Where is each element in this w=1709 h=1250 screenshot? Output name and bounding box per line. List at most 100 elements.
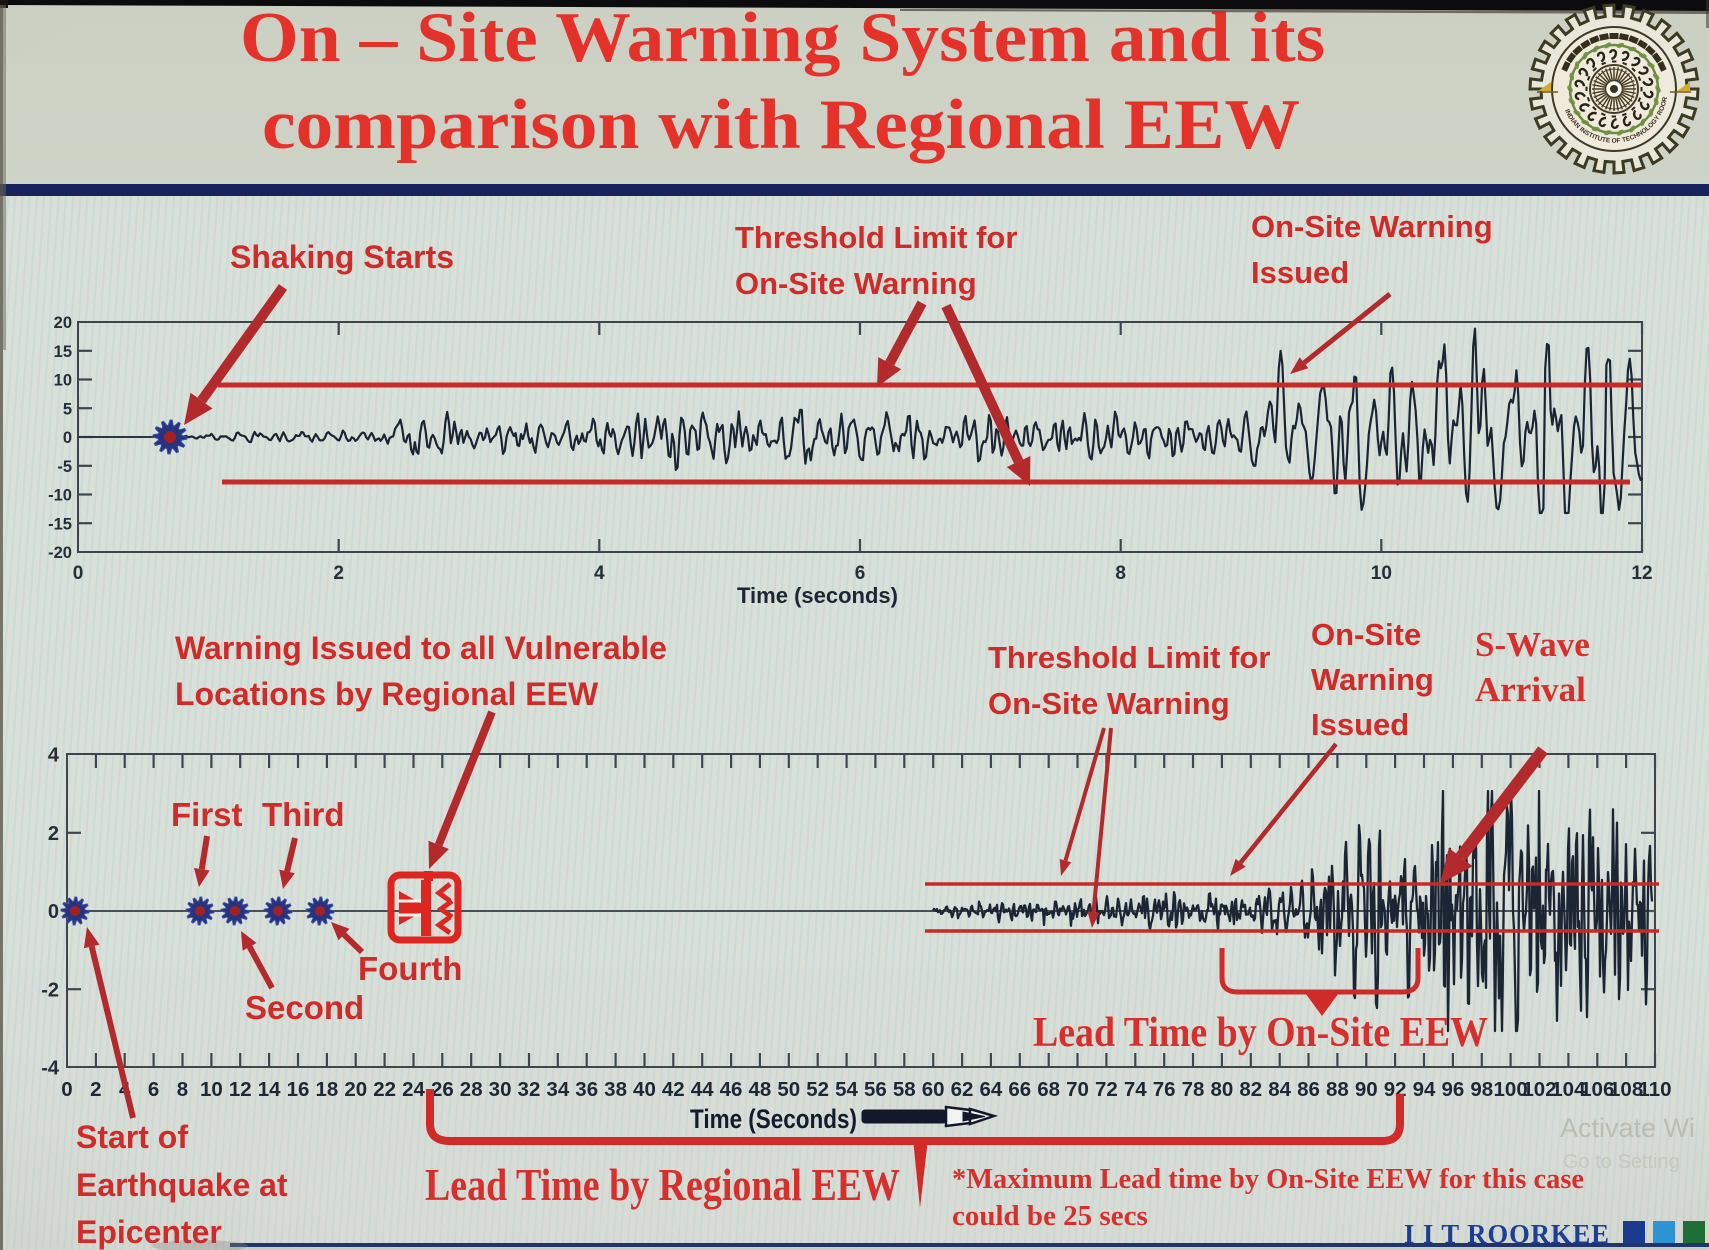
svg-text:78: 78 [1182, 1078, 1205, 1101]
svg-text:72: 72 [1095, 1078, 1118, 1101]
svg-text:Threshold Limit for: Threshold Limit for [735, 220, 1017, 255]
svg-text:86: 86 [1297, 1078, 1320, 1101]
svg-text:18: 18 [315, 1078, 338, 1101]
svg-text:58: 58 [893, 1078, 916, 1101]
svg-text:I I T ROORKEE: I I T ROORKEE [1404, 1219, 1610, 1249]
svg-text:16: 16 [287, 1078, 310, 1101]
svg-text:34: 34 [546, 1078, 569, 1101]
svg-text:108: 108 [1609, 1078, 1643, 1101]
svg-text:12: 12 [229, 1078, 252, 1101]
svg-text:Issued: Issued [1311, 707, 1409, 742]
svg-text:Activate Wi: Activate Wi [1560, 1113, 1695, 1143]
svg-text:On-Site: On-Site [1311, 617, 1421, 652]
svg-text:24: 24 [402, 1078, 425, 1101]
svg-text:62: 62 [951, 1078, 974, 1101]
svg-text:Time (seconds): Time (seconds) [737, 583, 898, 608]
svg-text:Warning Issued to all Vulnerab: Warning Issued to all Vulnerable [175, 630, 667, 666]
svg-text:could be 25 secs: could be 25 secs [952, 1200, 1148, 1232]
svg-text:64: 64 [980, 1078, 1003, 1101]
svg-text:80: 80 [1211, 1078, 1234, 1101]
svg-text:94: 94 [1413, 1078, 1436, 1101]
svg-text:28: 28 [460, 1078, 483, 1101]
svg-text:40: 40 [633, 1078, 656, 1101]
svg-text:76: 76 [1153, 1078, 1176, 1101]
svg-text:56: 56 [864, 1078, 887, 1101]
svg-text:106: 106 [1580, 1078, 1614, 1101]
svg-text:98: 98 [1470, 1078, 1493, 1101]
svg-text:Third: Third [262, 796, 344, 833]
svg-text:Arrival: Arrival [1475, 670, 1586, 709]
svg-text:-10: -10 [48, 487, 72, 505]
svg-text:Time (Seconds): Time (Seconds) [690, 1104, 857, 1134]
svg-text:100: 100 [1494, 1078, 1528, 1101]
svg-text:82: 82 [1239, 1078, 1262, 1101]
svg-text:S-Wave: S-Wave [1475, 625, 1590, 664]
svg-text:8: 8 [1115, 563, 1126, 584]
svg-text:52: 52 [806, 1078, 829, 1101]
svg-text:38: 38 [604, 1078, 627, 1101]
svg-text:90: 90 [1355, 1078, 1378, 1101]
svg-text:10: 10 [200, 1078, 223, 1101]
svg-text:15: 15 [54, 343, 72, 361]
svg-text:20: 20 [344, 1078, 367, 1101]
svg-text:6: 6 [148, 1078, 159, 1101]
svg-text:Go to Setting: Go to Setting [1563, 1151, 1680, 1173]
svg-text:68: 68 [1037, 1078, 1060, 1101]
svg-text:110: 110 [1638, 1078, 1671, 1101]
svg-text:*Maximum Lead time by On-Site: *Maximum Lead time by On-Site EEW for th… [952, 1163, 1584, 1195]
svg-text:0: 0 [61, 1078, 72, 1101]
svg-text:88: 88 [1326, 1078, 1349, 1101]
svg-text:54: 54 [835, 1078, 858, 1101]
svg-text:44: 44 [691, 1078, 714, 1101]
svg-text:42: 42 [662, 1078, 685, 1101]
svg-text:On-Site Warning: On-Site Warning [735, 266, 977, 301]
svg-text:10: 10 [1371, 563, 1392, 584]
svg-text:-20: -20 [48, 544, 72, 562]
svg-text:Issued: Issued [1251, 255, 1349, 290]
svg-text:2: 2 [48, 823, 59, 845]
svg-text:6: 6 [855, 563, 866, 584]
svg-text:Lead Time by Regional EEW: Lead Time by Regional EEW [425, 1159, 900, 1210]
svg-text:0: 0 [48, 901, 59, 923]
svg-text:comparison with Regional EEW: comparison with Regional EEW [262, 86, 1300, 164]
svg-text:12: 12 [1631, 563, 1652, 584]
svg-text:On-Site Warning: On-Site Warning [1251, 209, 1493, 244]
svg-text:Start of: Start of [76, 1119, 188, 1155]
svg-text:2: 2 [90, 1078, 101, 1101]
svg-text:On – Site Warning System and i: On – Site Warning System and its [240, 0, 1325, 77]
svg-text:70: 70 [1066, 1078, 1089, 1101]
svg-text:30: 30 [489, 1078, 512, 1101]
svg-text:32: 32 [518, 1078, 541, 1101]
svg-text:102: 102 [1522, 1078, 1556, 1101]
svg-text:-4: -4 [41, 1058, 60, 1080]
svg-text:Shaking Starts: Shaking Starts [230, 239, 454, 275]
svg-text:14: 14 [258, 1078, 281, 1101]
svg-text:36: 36 [575, 1078, 598, 1101]
svg-text:On-Site Warning: On-Site Warning [988, 686, 1230, 721]
svg-text:Locations by Regional EEW: Locations by Regional EEW [175, 676, 599, 712]
svg-text:96: 96 [1441, 1078, 1464, 1101]
svg-text:46: 46 [720, 1078, 743, 1101]
svg-text:Warning: Warning [1311, 662, 1434, 697]
svg-text:Earthquake at: Earthquake at [76, 1167, 288, 1203]
svg-text:50: 50 [777, 1078, 800, 1101]
svg-text:74: 74 [1124, 1078, 1147, 1101]
svg-text:10: 10 [54, 372, 72, 390]
svg-text:4: 4 [48, 745, 60, 767]
svg-text:22: 22 [373, 1078, 396, 1101]
svg-text:Second: Second [245, 989, 364, 1026]
svg-text:0: 0 [63, 429, 72, 447]
svg-text:84: 84 [1268, 1078, 1291, 1101]
svg-text:Threshold Limit for: Threshold Limit for [988, 640, 1270, 675]
svg-text:104: 104 [1551, 1078, 1586, 1101]
svg-text:26: 26 [431, 1078, 454, 1101]
svg-text:8: 8 [177, 1078, 188, 1101]
svg-text:66: 66 [1008, 1078, 1031, 1101]
svg-text:5: 5 [63, 400, 72, 418]
svg-text:-15: -15 [48, 515, 72, 533]
svg-text:-2: -2 [41, 979, 59, 1001]
svg-text:Fourth: Fourth [358, 950, 462, 987]
svg-text:48: 48 [749, 1078, 772, 1101]
svg-text:2: 2 [333, 563, 344, 584]
svg-text:Lead Time by On-Site EEW: Lead Time by On-Site EEW [1033, 1010, 1488, 1056]
